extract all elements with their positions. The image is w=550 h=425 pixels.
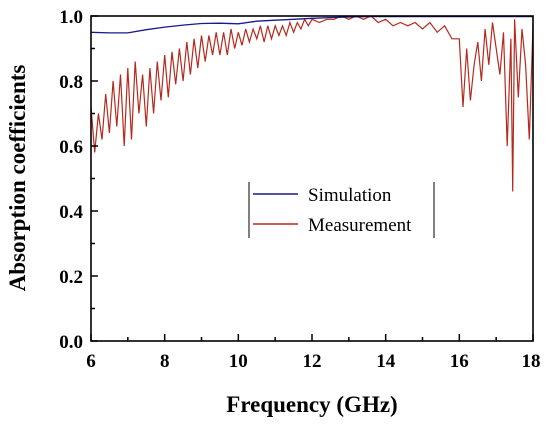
y-tick-label: 1.0 xyxy=(59,7,83,28)
x-axis-tick-labels: 6 8 10 12 14 16 18 xyxy=(86,351,540,372)
x-tick-label: 12 xyxy=(303,351,322,372)
y-axis-tick-labels: 0.0 0.2 0.4 0.6 0.8 1.0 xyxy=(59,7,83,353)
y-tick-label: 0.2 xyxy=(59,267,83,288)
x-axis-ticks xyxy=(90,334,534,341)
x-tick-label: 10 xyxy=(229,351,248,372)
legend-label-measurement: Measurement xyxy=(308,215,412,236)
x-axis-label: Frequency (GHz) xyxy=(226,392,397,417)
y-tick-label: 0.4 xyxy=(59,202,83,223)
series-line-measurement xyxy=(90,15,534,192)
y-axis-ticks xyxy=(91,15,98,342)
x-tick-label: 16 xyxy=(450,351,469,372)
x-tick-label: 18 xyxy=(522,351,541,372)
legend-label-simulation: Simulation xyxy=(308,185,392,206)
plot-marks xyxy=(90,15,534,192)
x-tick-label: 14 xyxy=(376,351,396,372)
y-axis-label: Absorption coefficients xyxy=(5,65,30,292)
x-tick-label: 6 xyxy=(86,351,96,372)
x-tick-label: 8 xyxy=(160,351,170,372)
y-tick-label: 0.8 xyxy=(59,72,83,93)
y-tick-label: 0.6 xyxy=(59,137,83,158)
legend: Simulation Measurement xyxy=(248,182,435,238)
y-tick-label: 0.0 xyxy=(59,332,83,353)
